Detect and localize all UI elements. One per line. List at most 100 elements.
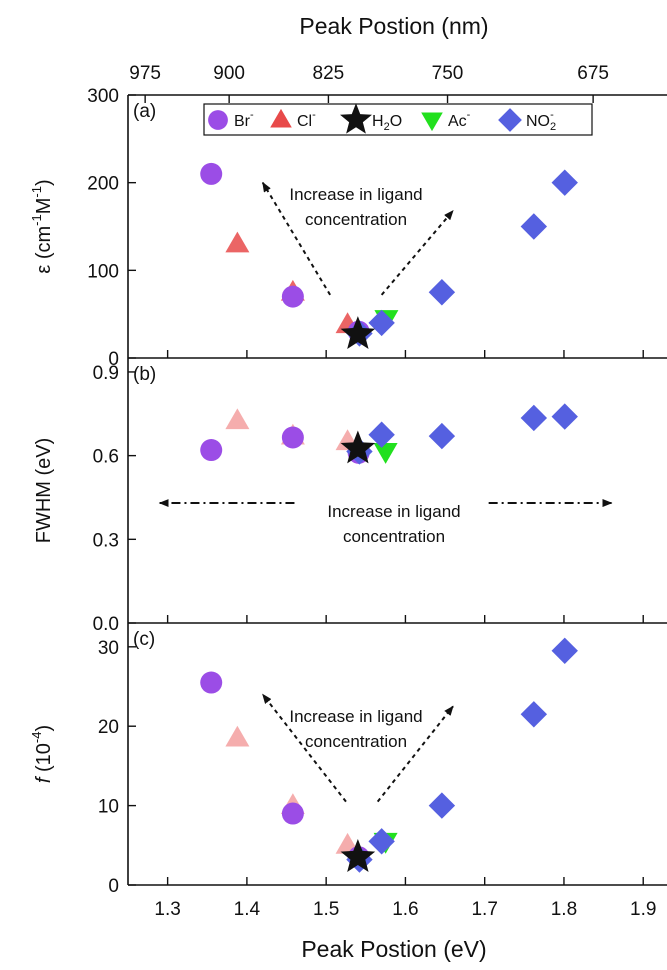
data-point-br: [281, 285, 304, 308]
top-axis-tick-label: 750: [432, 63, 464, 84]
y-axis-tick-label: 30: [98, 638, 119, 659]
annotation-arrow: [261, 181, 331, 296]
x-axis-tick-label: 1.6: [392, 899, 418, 920]
annotation-text: concentration: [343, 527, 445, 546]
annotation-text: concentration: [305, 210, 407, 229]
y-axis-tick-label: 0: [108, 349, 119, 370]
y-axis-tick-label: 200: [87, 174, 119, 195]
legend-label-sup: -: [312, 109, 316, 121]
y-axis-tick-label: 0.3: [93, 530, 119, 551]
x-axis-tick-label: 1.7: [471, 899, 497, 920]
y-axis-tick-label: 20: [98, 717, 119, 738]
annotation-text: Increase in ligand: [289, 185, 422, 204]
legend-label-br: Br-: [234, 109, 254, 130]
y-axis-tick-label: 0.9: [93, 363, 119, 384]
data-point-no2: [368, 309, 395, 337]
data-point-no2: [368, 828, 395, 855]
y-axis-title-part: -1: [29, 186, 44, 198]
top-axis-title: Peak Postion (nm): [299, 13, 488, 39]
y-axis-tick-label: 10: [98, 797, 119, 818]
annotation-arrow: [380, 209, 454, 296]
legend-label-text: Br: [234, 113, 251, 130]
data-point-no2: [428, 279, 456, 306]
data-point-br: [281, 802, 304, 825]
y-axis-title-part: FWHM (eV): [33, 438, 55, 544]
annotation-text: concentration: [305, 732, 407, 751]
x-axis-title: Peak Postion (eV): [301, 936, 486, 962]
y-axis-title-part: -4: [29, 732, 44, 744]
legend-label-sup: -: [250, 109, 254, 121]
data-point-no2: [520, 404, 548, 432]
y-axis-tick-label: 100: [87, 261, 119, 282]
annotation-arrow: [261, 693, 347, 803]
x-axis-tick-label: 1.4: [234, 899, 261, 920]
legend-marker-br: [208, 110, 228, 130]
data-point-no2: [551, 169, 578, 196]
legend-marker-h2o: [340, 103, 372, 134]
data-point-no2: [520, 701, 548, 728]
legend-marker-cl: [270, 108, 292, 128]
data-points: [200, 162, 578, 873]
y-axis-title-part: ε (cm: [33, 226, 55, 274]
legend-label-h2o: H2O: [372, 113, 402, 133]
panel-tag: (a): [133, 101, 156, 122]
y-axis-tick-label: 0.6: [93, 447, 119, 468]
data-point-h2o: [340, 430, 376, 464]
legend-label-ac: Ac-: [448, 109, 471, 130]
y-axis-title-part: M: [33, 198, 55, 215]
legend-label-cl: Cl-: [297, 109, 316, 130]
annotation-text: Increase in ligand: [289, 707, 422, 726]
legend-box: [203, 103, 593, 136]
legend-marker-no2: [498, 108, 522, 132]
y-axis-title-part: ): [33, 179, 55, 186]
legend-label-sub: 2: [550, 121, 556, 133]
data-point-h2o: [340, 839, 376, 872]
top-axis-tick-label: 825: [313, 63, 345, 84]
y-axis-tick-label: 0: [108, 876, 119, 897]
x-axis-tick-label: 1.8: [551, 899, 577, 920]
data-point-no2: [520, 213, 548, 240]
x-axis-tick-label: 1.9: [630, 899, 656, 920]
legend-label-text: NO: [526, 113, 550, 130]
data-point-ac: [373, 443, 398, 464]
legend-label-text: H: [372, 113, 384, 130]
data-point-no2: [428, 792, 456, 819]
data-point-h2o: [340, 316, 376, 350]
y-axis-title-part: (10: [33, 743, 55, 777]
data-point-no2: [428, 422, 456, 450]
legend-label-sup: -: [550, 109, 554, 121]
data-point-br: [281, 426, 304, 449]
legend-label-text: Cl: [297, 113, 312, 130]
y-axis-tick-label: 0.0: [93, 614, 119, 635]
data-point-cl: [225, 408, 250, 430]
top-axis-tick-label: 675: [577, 63, 609, 84]
legend-label-text: Ac: [448, 113, 467, 130]
legend-label-tail: O: [390, 113, 402, 130]
y-axis-title-part: ): [33, 725, 55, 732]
annotations: Increase in ligand concentration Increase …: [158, 181, 613, 803]
y-axis-title-part: -1: [29, 214, 44, 226]
data-point-no2: [368, 421, 395, 448]
legend-label-no2: NO2-: [526, 109, 556, 133]
data-point-br: [200, 439, 223, 462]
data-point-br: [200, 671, 223, 694]
y-axis-tick-label: 300: [87, 86, 119, 107]
legend-label-sup: -: [467, 109, 471, 121]
x-axis-tick-label: 1.3: [154, 899, 180, 920]
y-axis-title: f (10-4): [29, 725, 55, 783]
top-axis-tick-label: 975: [129, 63, 161, 84]
y-axis-title: ε (cm-1M-1): [29, 179, 55, 273]
panel-tag: (b): [133, 364, 156, 385]
data-point-cl: [225, 725, 250, 747]
top-axis-tick-label: 900: [213, 63, 245, 84]
panel-tag: (c): [133, 629, 155, 650]
legend: Br- Cl- H2O Ac- NO2-: [203, 103, 593, 136]
panel-frames: [127, 94, 667, 886]
annotation-text: Increase in ligand: [327, 502, 460, 521]
data-point-br: [200, 162, 223, 185]
data-point-cl: [225, 231, 250, 253]
x-axis-tick-label: 1.5: [313, 899, 339, 920]
legend-label-sub: 2: [384, 121, 390, 133]
